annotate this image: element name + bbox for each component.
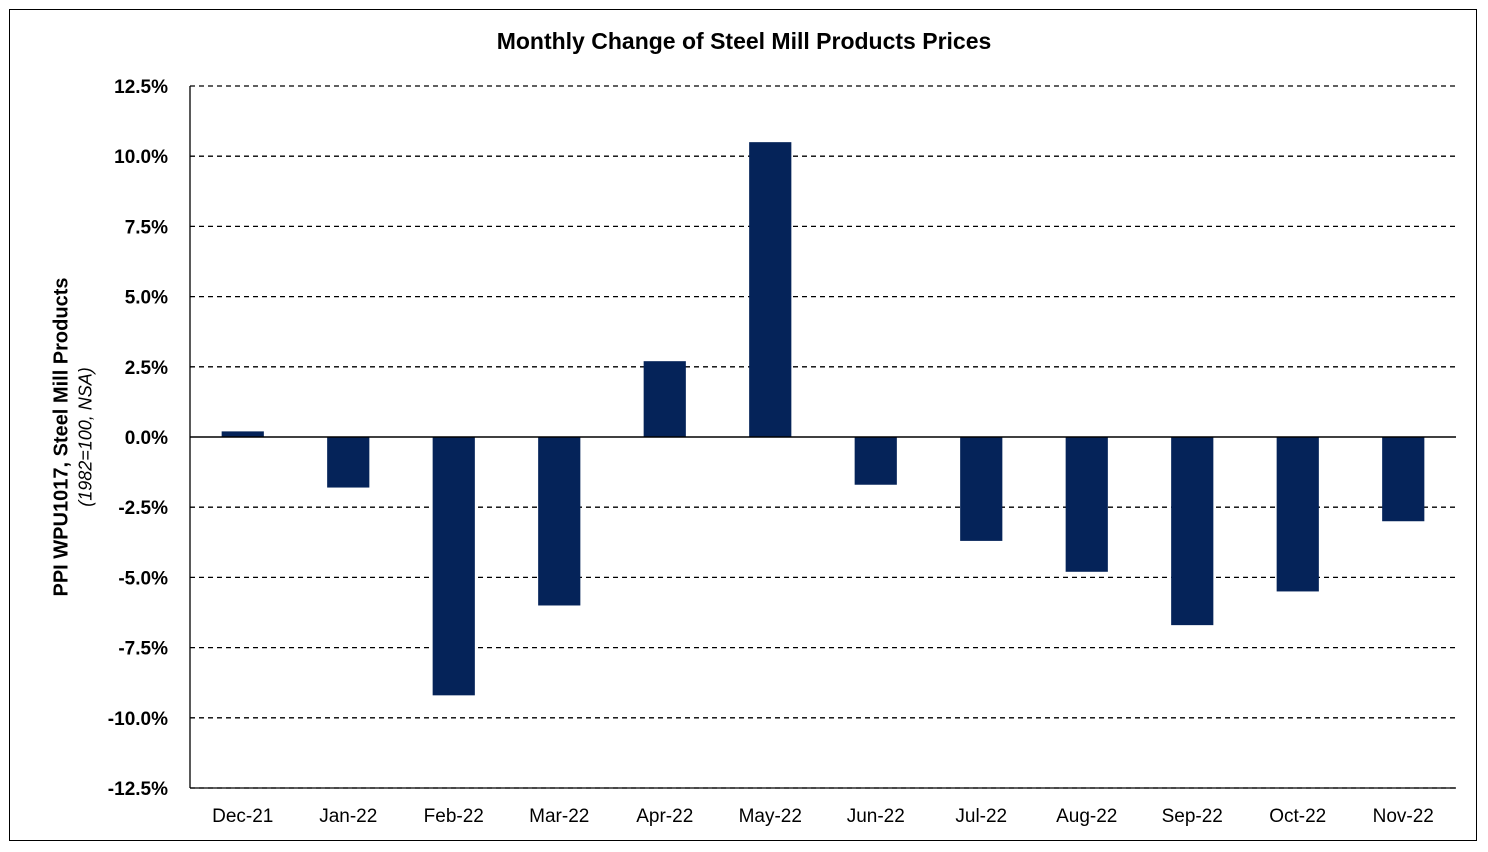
y-tick-label: 0.0% <box>125 428 168 449</box>
bar-feb-22 <box>432 437 475 696</box>
x-tick-label: Jul-22 <box>955 806 1007 827</box>
bar-aug-22 <box>1065 437 1108 572</box>
x-tick-label: Feb-22 <box>424 806 484 827</box>
bar-nov-22 <box>1382 437 1425 522</box>
x-tick-label: Jan-22 <box>319 806 377 827</box>
y-tick-label: 10.0% <box>114 147 168 168</box>
bar-jan-22 <box>327 437 370 488</box>
x-tick-label: Aug-22 <box>1056 806 1117 827</box>
bar-oct-22 <box>1276 437 1319 592</box>
y-tick-label: 5.0% <box>125 288 168 309</box>
y-tick-label: -10.0% <box>108 709 168 730</box>
x-tick-label: Nov-22 <box>1373 806 1434 827</box>
y-tick-label: -7.5% <box>118 639 168 660</box>
y-tick-label: 2.5% <box>125 358 168 379</box>
bar-may-22 <box>749 142 792 437</box>
bar-apr-22 <box>643 361 686 437</box>
chart-frame <box>9 9 1477 841</box>
x-tick-label: Dec-21 <box>212 806 273 827</box>
y-tick-label: 7.5% <box>125 217 168 238</box>
x-tick-label: Oct-22 <box>1269 806 1326 827</box>
bar-dec-21 <box>221 431 264 437</box>
x-tick-label: Apr-22 <box>636 806 693 827</box>
x-tick-label: Mar-22 <box>529 806 589 827</box>
bar-jul-22 <box>960 437 1003 541</box>
y-tick-label: -12.5% <box>108 779 168 800</box>
chart-title: Monthly Change of Steel Mill Products Pr… <box>496 28 992 54</box>
y-tick-label: -5.0% <box>118 568 168 589</box>
bar-jun-22 <box>854 437 897 485</box>
bar-sep-22 <box>1171 437 1214 626</box>
x-tick-label: Sep-22 <box>1162 806 1223 827</box>
x-tick-label: May-22 <box>739 806 802 827</box>
x-tick-label: Jun-22 <box>847 806 905 827</box>
bar-mar-22 <box>538 437 581 606</box>
y-tick-label: 12.5% <box>114 77 168 98</box>
y-tick-label: -2.5% <box>118 498 168 519</box>
